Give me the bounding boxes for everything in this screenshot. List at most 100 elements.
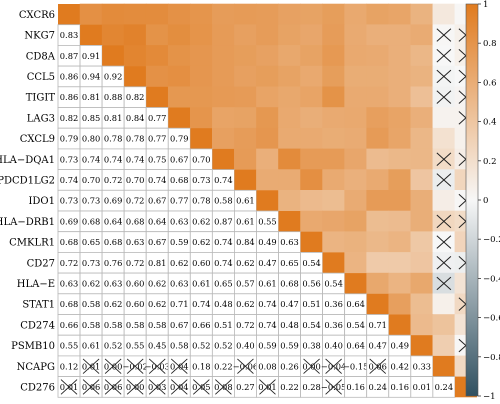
diagonal-cell (212, 148, 235, 170)
upper-cell (234, 148, 257, 170)
insignificant-cross (82, 358, 100, 374)
cell-value-label: 0.73 (60, 154, 78, 164)
cell-value-label: 0.74 (60, 175, 78, 185)
upper-cell (344, 45, 367, 67)
cell-value-label: 0.24 (435, 382, 453, 392)
upper-cell (167, 45, 191, 67)
upper-cell (278, 148, 301, 170)
upper-cell (344, 148, 367, 170)
cell-value-label: 0.92 (104, 71, 122, 81)
cell-value-label: 0.74 (214, 237, 232, 247)
row-label: PSMB10 (11, 341, 55, 352)
upper-cell (101, 24, 125, 46)
upper-cell (300, 45, 323, 67)
diagonal-cell (190, 128, 213, 149)
cell-value-label: 0.77 (170, 196, 188, 206)
upper-cell (366, 148, 390, 170)
upper-cell (256, 24, 279, 46)
upper-cell (278, 86, 301, 108)
upper-cell (123, 45, 147, 67)
cell-value-label: 0.81 (148, 258, 166, 268)
row-label: HLA−E (17, 279, 55, 290)
cell-value-label: 0.67 (148, 237, 166, 247)
upper-cell (432, 107, 456, 129)
upper-cell (388, 190, 412, 212)
cell-value-label: 0.60 (192, 258, 210, 268)
upper-cell (432, 3, 456, 25)
cell-value-label: 0.87 (60, 51, 78, 61)
cell-value-label: 0.74 (214, 175, 232, 185)
upper-cell (190, 45, 213, 67)
cell-value-label: 0.84 (236, 237, 254, 247)
cell-value-label: 0.62 (192, 216, 210, 226)
heatmap-cells: 0.83 0.87 0.91 0.86 0.94 0.92 0.86 0.81 0.88 0.82… (57, 3, 478, 398)
upper-cell (410, 231, 434, 253)
cell-value-label: 0.49 (258, 237, 276, 247)
cell-value-label: 0.70 (82, 175, 100, 185)
upper-cell (410, 148, 434, 170)
upper-cell (344, 86, 367, 108)
upper-cell (256, 107, 279, 129)
upper-cell (212, 45, 235, 67)
cell-value-label: 0.48 (214, 299, 232, 309)
cell-value-label: 0.36 (324, 320, 342, 330)
row-label: CD274 (20, 320, 55, 331)
upper-cell (300, 210, 323, 232)
diagonal-cell (322, 252, 345, 274)
upper-cell (388, 252, 412, 274)
cell-value-label: 0.72 (104, 175, 122, 185)
cell-value-label: 0.47 (368, 341, 386, 351)
upper-cell (410, 293, 434, 315)
upper-cell (145, 3, 169, 25)
upper-cell (410, 107, 434, 129)
upper-cell (432, 127, 456, 150)
cell-value-label: 0.58 (214, 196, 232, 206)
row-label: CMKLR1 (9, 238, 55, 249)
diagonal-cell (278, 211, 301, 232)
upper-cell (388, 107, 412, 129)
upper-cell (410, 65, 434, 88)
cell-value-label: 0.33 (413, 361, 431, 371)
upper-cell (366, 107, 390, 129)
upper-cell (322, 3, 345, 25)
cell-value-label: 0.16 (391, 382, 409, 392)
upper-cell (101, 3, 125, 25)
upper-cell (322, 127, 345, 150)
diagonal-cell (102, 45, 125, 67)
upper-cell (344, 127, 367, 150)
cell-value-label: 0.58 (82, 299, 100, 309)
upper-cell (410, 45, 434, 67)
cell-value-label: 0.58 (82, 320, 100, 330)
upper-cell (366, 252, 390, 274)
cell-value-label: 0.83 (60, 30, 78, 40)
cell-value-label: 0.66 (60, 320, 78, 330)
cell-value-label: 0.56 (302, 278, 320, 288)
cell-value-label: 0.73 (192, 175, 210, 185)
cell-value-label: 0.68 (60, 299, 78, 309)
insignificant-cross (436, 28, 452, 42)
upper-cell (212, 127, 235, 150)
cell-value-label: 0.51 (302, 299, 320, 309)
upper-cell (322, 24, 345, 46)
cell-value-label: 0.63 (170, 278, 188, 288)
upper-cell (300, 24, 323, 46)
colorbar-tick-label: 0.2 (483, 157, 497, 167)
colorbar-tick-label: 0.6 (483, 78, 497, 88)
upper-cell (322, 210, 345, 232)
upper-cell (212, 107, 235, 129)
upper-cell (410, 314, 434, 336)
cell-value-label: 0.69 (60, 216, 78, 226)
cell-value-label: 0.57 (236, 278, 254, 288)
cell-value-label: 0.74 (104, 154, 122, 164)
upper-cell (344, 210, 367, 232)
cell-value-label: 0.55 (60, 341, 78, 351)
upper-cell (344, 107, 367, 129)
upper-cell (278, 65, 301, 88)
cell-value-label: 0.47 (258, 258, 276, 268)
insignificant-cross (104, 379, 122, 395)
cell-value-label: 0.68 (170, 175, 188, 185)
cell-value-label: 0.28 (302, 382, 320, 392)
upper-cell (388, 65, 412, 88)
upper-cell (388, 3, 412, 25)
cell-value-label: 0.74 (126, 154, 144, 164)
